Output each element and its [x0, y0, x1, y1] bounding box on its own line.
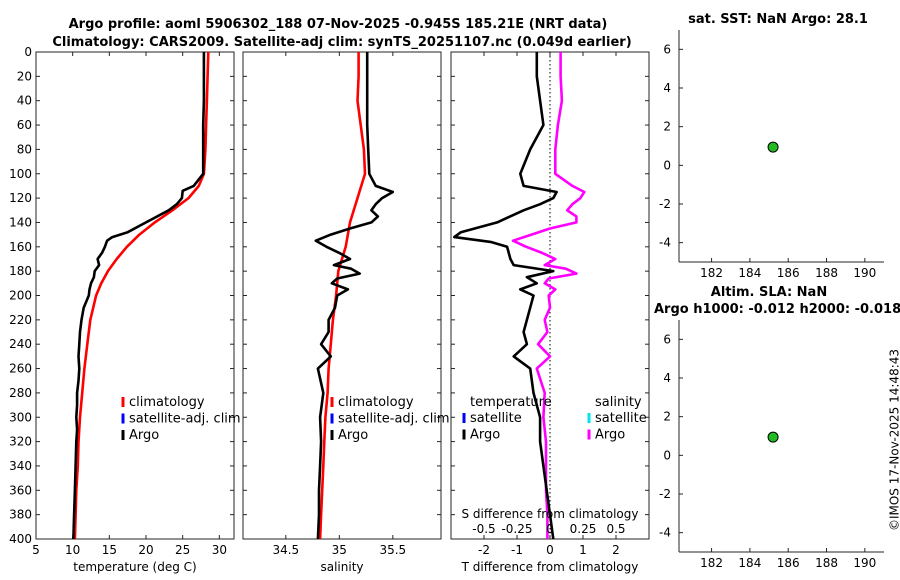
sla-title-line1: Altim. SLA: NaN — [711, 285, 827, 300]
salinity-diff-tick-label: -0.5 — [472, 522, 495, 536]
salinity-diff-tick-label: -0.25 — [501, 522, 532, 536]
salinity-diff-tick-label: 0.25 — [570, 522, 597, 536]
timestamp-watermark: ©IMOS 17-Nov-2025 14:48:43 — [888, 349, 900, 531]
depth-tick-label: 400 — [9, 532, 32, 546]
sst-ytick-label: 4 — [663, 81, 671, 95]
sla-ytick-label: 0 — [663, 448, 671, 462]
temperature-series-climatology — [73, 51, 210, 540]
sst-xtick-label: 184 — [738, 266, 761, 280]
temperature-legend-label: Argo — [129, 428, 159, 443]
depth-tick-label: 200 — [9, 289, 32, 303]
depth-tick-label: 260 — [9, 362, 32, 376]
depth-tick-label: 300 — [9, 410, 32, 424]
salinity-series-climatology — [318, 52, 367, 540]
salinity-diff-axis-label: S difference from climatology — [462, 507, 639, 521]
panel-salinity: 34.5 35 35.5 salinity — [242, 51, 442, 574]
sla-ytick-label: -4 — [659, 526, 671, 540]
depth-tick-label: 140 — [9, 215, 32, 229]
sst-title: sat. SST: NaN Argo: 28.1 — [688, 12, 868, 27]
depth-tick-label: 60 — [17, 118, 32, 132]
map-panel-sst: -4 -2 0 2 4 6 182 184 186 188 190 — [659, 30, 884, 280]
depth-tick-label: 0 — [24, 45, 32, 59]
difference-salinity-legend-label: Argo — [595, 428, 625, 443]
depth-tick-label: 320 — [9, 435, 32, 449]
sst-ytick-label: 2 — [663, 120, 671, 134]
salinity-legend-label: Argo — [338, 428, 368, 443]
difference-salinity-legend-label: satellite — [595, 411, 647, 426]
sla-ytick-label: 4 — [663, 371, 671, 385]
depth-tick-label: 240 — [9, 337, 32, 351]
sla-ytick-label: -2 — [659, 487, 671, 501]
salinity-xtick-label: 34.5 — [272, 543, 299, 557]
depth-tick-label: 280 — [9, 386, 32, 400]
difference-temperature-legend-label: Argo — [470, 428, 500, 443]
depth-tick-label: 40 — [17, 94, 32, 108]
depth-tick-label: 380 — [9, 508, 32, 522]
sst-ytick-label: -2 — [659, 197, 671, 211]
salinity-legend-label: satellite-adj. clim — [338, 412, 450, 427]
depth-tick-label: 340 — [9, 459, 32, 473]
depth-tick-label: 80 — [17, 142, 32, 156]
temperature-xtick-label: 25 — [175, 543, 190, 557]
salinity-series-argo — [314, 52, 395, 540]
salinity-xlabel: salinity — [320, 560, 363, 574]
temperature-xtick-label: 20 — [138, 543, 153, 557]
sla-xtick-label: 188 — [815, 556, 838, 570]
sst-xtick-label: 186 — [777, 266, 800, 280]
sst-xtick-label: 182 — [700, 266, 723, 280]
sla-argo-point — [767, 431, 779, 443]
difference-xtick-label: 2 — [612, 543, 620, 557]
sst-xtick-label: 190 — [853, 266, 876, 280]
sla-xtick-label: 186 — [777, 556, 800, 570]
depth-tick-label: 120 — [9, 191, 32, 205]
panel-temperature: 0 20 40 60 80 100 120 140 160 180 200 220 240 260 280 3… — [9, 45, 235, 574]
temperature-xtick-label: 30 — [212, 543, 227, 557]
salinity-legend-label: climatology — [338, 395, 414, 410]
temperature-xtick-label: 15 — [102, 543, 117, 557]
sst-ytick-label: -4 — [659, 236, 671, 250]
difference-xtick-label: 0 — [546, 543, 554, 557]
figure-title-line1: Argo profile: aoml 5906302_188 07-Nov-20… — [69, 17, 608, 32]
figure-title-line2: Climatology: CARS2009. Satellite-adj cli… — [52, 35, 631, 50]
sla-xtick-label: 184 — [738, 556, 761, 570]
depth-tick-label: 220 — [9, 313, 32, 327]
difference-series-salinity-argo — [511, 52, 586, 539]
sla-title-line2: Argo h1000: -0.012 h2000: -0.018 — [654, 302, 900, 317]
difference-xtick-label: -1 — [511, 543, 523, 557]
depth-tick-label: 20 — [17, 69, 32, 83]
depth-tick-label: 160 — [9, 240, 32, 254]
temperature-series-argo — [72, 52, 206, 540]
temperature-legend-label: satellite-adj. clim — [129, 412, 241, 427]
difference-xlabel: T difference from climatology — [461, 560, 639, 574]
temperature-xtick-label: 10 — [65, 543, 80, 557]
difference-series-temperature-argo — [452, 52, 558, 540]
sst-argo-point — [767, 141, 779, 153]
sst-ytick-label: 0 — [663, 158, 671, 172]
temperature-xlabel: temperature (deg C) — [73, 560, 196, 574]
temperature-xtick-label: 5 — [32, 543, 40, 557]
temperature-legend-label: climatology — [129, 395, 205, 410]
salinity-xtick-label: 35 — [332, 543, 347, 557]
map-panel-sla: -4 -2 0 2 4 6 182 184 186 188 190 — [659, 320, 884, 570]
sst-xtick-label: 188 — [815, 266, 838, 280]
sla-xtick-label: 190 — [853, 556, 876, 570]
sla-ytick-label: 6 — [663, 332, 671, 346]
difference-legend-header-salinity: salinity — [595, 395, 642, 410]
sla-ytick-label: 2 — [663, 410, 671, 424]
salinity-diff-tick-label: 0 — [546, 522, 554, 536]
difference-legend-header-temperature: temperature — [470, 395, 552, 410]
salinity-xtick-label: 35.5 — [379, 543, 406, 557]
difference-temperature-legend-label: satellite — [470, 411, 522, 426]
salinity-diff-tick-label: 0.5 — [606, 522, 625, 536]
difference-xtick-label: -2 — [478, 543, 490, 557]
salinity-axes-box — [242, 51, 442, 540]
depth-tick-label: 100 — [9, 167, 32, 181]
sla-xtick-label: 182 — [700, 556, 723, 570]
depth-tick-label: 180 — [9, 264, 32, 278]
sst-ytick-label: 6 — [663, 42, 671, 56]
depth-tick-label: 360 — [9, 483, 32, 497]
difference-xtick-label: 1 — [579, 543, 587, 557]
